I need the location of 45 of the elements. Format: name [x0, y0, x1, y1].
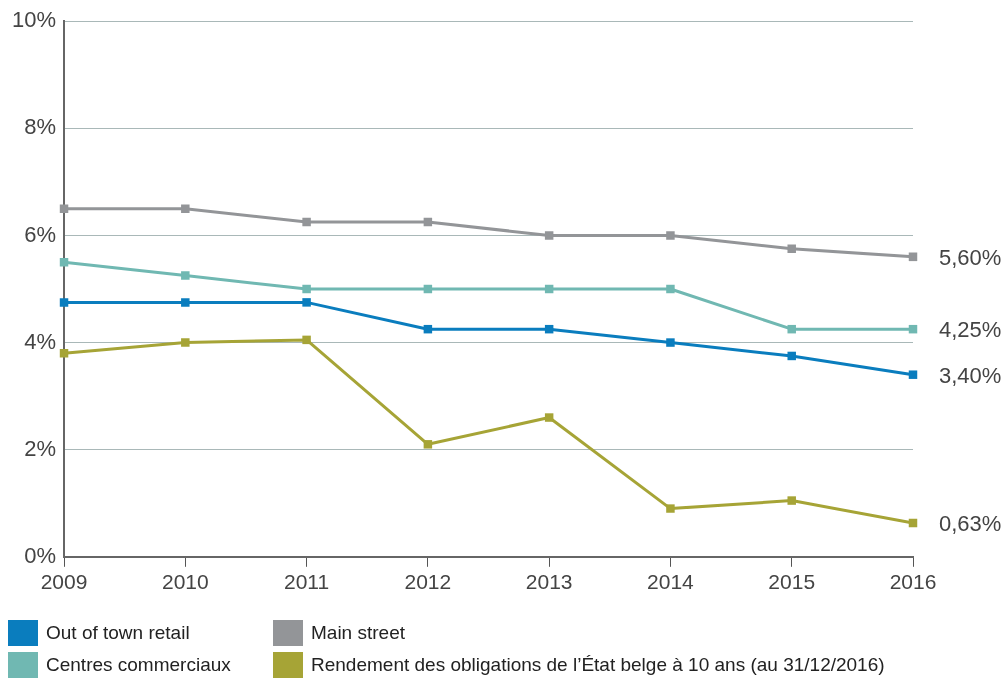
- legend-label: Rendement des obligations de l’État belge à 10 ans (au 31/12/2016): [311, 654, 885, 676]
- y-tick-label: 2%: [24, 435, 57, 461]
- data-label: 5,60%: [939, 244, 1002, 270]
- y-tick-label: 8%: [24, 114, 57, 140]
- point: [59, 204, 69, 213]
- data-label: 3,40%: [939, 362, 1002, 388]
- x-tick-label: 2016: [889, 570, 937, 594]
- point: [787, 324, 796, 334]
- point: [544, 413, 554, 422]
- point: [302, 298, 311, 307]
- y-tick-label: 0%: [24, 542, 57, 568]
- legend-label: Main street: [311, 622, 405, 644]
- legend-label: Centres commerciaux: [46, 654, 231, 676]
- data-label: 4,25%: [939, 317, 1002, 343]
- x-tick-label: 2009: [40, 570, 88, 594]
- point: [181, 338, 190, 347]
- point: [666, 231, 675, 240]
- x-tick-label: 2013: [525, 570, 573, 594]
- y-tick-label: 4%: [24, 328, 57, 354]
- x-tick-label: 2012: [404, 570, 452, 594]
- x-tick-label: 2015: [768, 570, 816, 594]
- point: [302, 217, 311, 227]
- point: [666, 284, 675, 294]
- point: [666, 504, 675, 513]
- x-tick-label: 2014: [647, 570, 695, 594]
- point: [181, 204, 190, 213]
- x-tick-label: 2011: [284, 570, 330, 594]
- point: [181, 271, 190, 280]
- legend-label: Out of town retail: [46, 622, 190, 644]
- x-tick-label: 2010: [161, 570, 209, 594]
- point: [787, 244, 796, 254]
- point: [787, 351, 796, 361]
- point: [302, 335, 311, 345]
- point: [59, 349, 69, 358]
- point: [423, 440, 433, 449]
- point: [181, 298, 190, 307]
- point: [544, 231, 554, 240]
- point: [59, 298, 69, 307]
- y-tick-label: 10%: [11, 7, 57, 33]
- y-tick-label: 6%: [24, 221, 57, 247]
- point: [787, 496, 796, 505]
- point: [302, 284, 311, 294]
- point: [666, 338, 675, 347]
- point: [908, 370, 918, 379]
- data-label: 0,63%: [939, 511, 1002, 537]
